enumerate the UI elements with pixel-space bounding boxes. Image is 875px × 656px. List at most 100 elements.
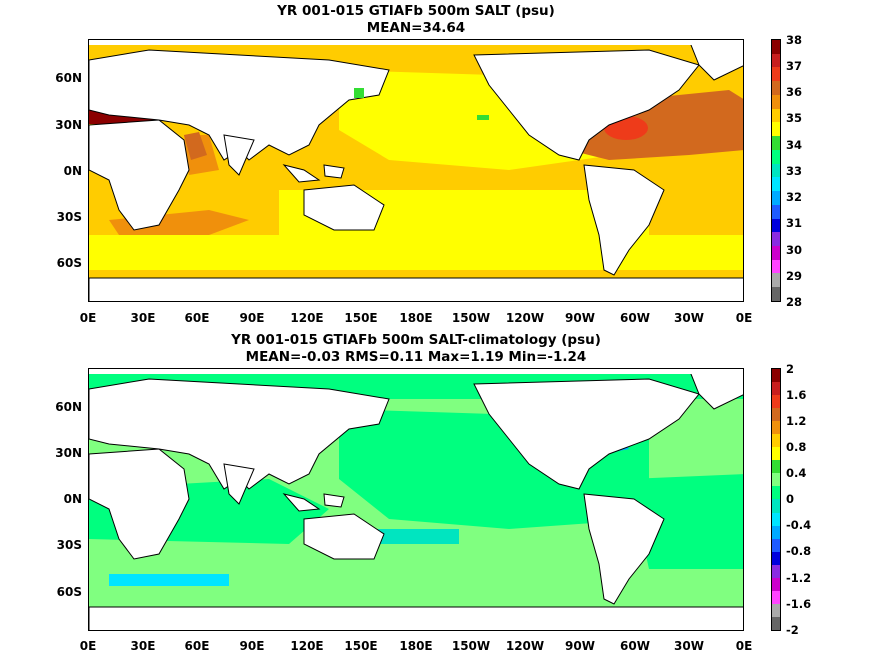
colorbar-segment — [772, 259, 780, 274]
panel2-colorbar — [771, 368, 781, 631]
panel1-cb-label-6: 32 — [786, 190, 803, 204]
colorbar-segment — [772, 149, 780, 164]
panel2-cb-label-8: -1.2 — [786, 571, 812, 585]
panel2-lon-label: 0E — [79, 639, 97, 653]
colorbar-segment — [772, 499, 780, 513]
panel2-cb-label-9: -1.6 — [786, 597, 812, 611]
colorbar-segment — [772, 421, 780, 435]
colorbar-segment — [772, 616, 780, 630]
colorbar-segment — [772, 525, 780, 539]
panel2-lon-label: 90E — [239, 639, 265, 653]
panel1-lat-60s: 60S — [56, 256, 82, 270]
colorbar-segment — [772, 287, 780, 301]
colorbar-segment — [772, 460, 780, 474]
colorbar-segment — [772, 382, 780, 396]
panel1-cb-label-2: 36 — [786, 85, 803, 99]
panel2-subtitle: MEAN=-0.03 RMS=0.11 Max=1.19 Min=-1.24 — [245, 349, 587, 365]
panel1-lon-label: 60E — [184, 311, 210, 325]
panel2-lat-60n: 60N — [55, 400, 82, 414]
colorbar-segment — [772, 564, 780, 578]
colorbar-segment — [772, 408, 780, 422]
colorbar-segment — [772, 551, 780, 565]
panel2-lat-0n: 0N — [63, 492, 82, 506]
colorbar-segment — [772, 177, 780, 192]
colorbar-segment — [772, 473, 780, 487]
panel2-lon-label: 0E — [735, 639, 753, 653]
panel2-cb-label-5: 0 — [786, 492, 795, 506]
panel2-cb-label-7: -0.8 — [786, 544, 812, 558]
panel1-lon-label: 60W — [620, 311, 650, 325]
colorbar-segment — [772, 204, 780, 219]
panel1-cb-label-7: 31 — [786, 216, 803, 230]
panel1-lat-0n: 0N — [63, 164, 82, 178]
panel1-colorbar — [771, 39, 781, 302]
panel2-cb-label-6: -0.4 — [786, 518, 812, 532]
colorbar-segment — [772, 273, 780, 288]
panel1-lat-30s: 30S — [56, 210, 82, 224]
panel1-cb-label-4: 34 — [786, 138, 803, 152]
panel2-lat-60s: 60S — [56, 585, 82, 599]
colorbar-segment — [772, 447, 780, 461]
colorbar-segment — [772, 434, 780, 448]
panel2-lon-label: 120E — [290, 639, 324, 653]
colorbar-segment — [772, 108, 780, 123]
panel2-lon-label: 180E — [399, 639, 433, 653]
panel1-lon-label: 0E — [735, 311, 753, 325]
colorbar-segment — [772, 53, 780, 68]
panel2-map — [88, 368, 744, 631]
panel2-cb-label-10: -2 — [786, 623, 799, 637]
panel1-cb-label-3: 35 — [786, 111, 803, 125]
colorbar-segment — [772, 603, 780, 617]
colorbar-segment — [772, 232, 780, 247]
panel2-lat-30s: 30S — [56, 538, 82, 552]
panel1-cb-label-10: 28 — [786, 295, 803, 309]
colorbar-segment — [772, 246, 780, 260]
panel2-cb-label-3: 0.8 — [786, 440, 807, 454]
panel1-cb-label-1: 37 — [786, 59, 803, 73]
colorbar-segment — [772, 136, 780, 150]
panel2-lon-label: 150W — [451, 639, 491, 653]
colorbar-segment — [772, 218, 780, 233]
panel2-lon-label: 30E — [130, 639, 156, 653]
panel2-lon-label: 60W — [620, 639, 650, 653]
panel1-cb-label-0: 38 — [786, 33, 803, 47]
panel1-cb-label-5: 33 — [786, 164, 803, 178]
colorbar-segment — [772, 395, 780, 409]
panel2-title: YR 001-015 GTIAFb 500m SALT-climatology … — [231, 332, 601, 348]
panel2-cb-label-0: 2 — [786, 362, 795, 376]
panel1-cb-label-9: 29 — [786, 269, 803, 283]
colorbar-segment — [772, 577, 780, 591]
panel1-lon-label: 120E — [290, 311, 324, 325]
colorbar-segment — [772, 486, 780, 500]
colorbar-segment — [772, 590, 780, 604]
panel1-map — [88, 39, 744, 302]
colorbar-segment — [772, 163, 780, 178]
colorbar-segment — [772, 538, 780, 552]
panel1-title: YR 001-015 GTIAFb 500m SALT (psu) — [277, 3, 555, 19]
panel2-lat-30n: 30N — [55, 446, 82, 460]
colorbar-segment — [772, 369, 780, 383]
panel2-lon-label: 60E — [184, 639, 210, 653]
panel2-cb-label-1: 1.6 — [786, 388, 807, 402]
colorbar-segment — [772, 122, 780, 137]
panel1-lat-60n: 60N — [55, 71, 82, 85]
panel1-lon-label: 30E — [130, 311, 156, 325]
colorbar-segment — [772, 94, 780, 109]
panel1-cb-label-8: 30 — [786, 243, 803, 257]
panel1-lon-label: 90E — [239, 311, 265, 325]
panel1-lon-label: 90W — [565, 311, 595, 325]
colorbar-segment — [772, 81, 780, 95]
panel1-lon-label: 150E — [344, 311, 378, 325]
panel2-lon-label: 150E — [344, 639, 378, 653]
panel2-cb-label-2: 1.2 — [786, 414, 807, 428]
panel1-lon-label: 180E — [399, 311, 433, 325]
panel2-lon-label: 90W — [565, 639, 595, 653]
colorbar-segment — [772, 512, 780, 526]
panel2-lon-label: 120W — [505, 639, 545, 653]
panel1-lat-30n: 30N — [55, 118, 82, 132]
panel1-subtitle: MEAN=34.64 — [366, 20, 466, 36]
panel1-lon-label: 0E — [79, 311, 97, 325]
colorbar-segment — [772, 67, 780, 82]
panel2-cb-label-4: 0.4 — [786, 466, 807, 480]
panel1-lon-label: 30W — [674, 311, 704, 325]
